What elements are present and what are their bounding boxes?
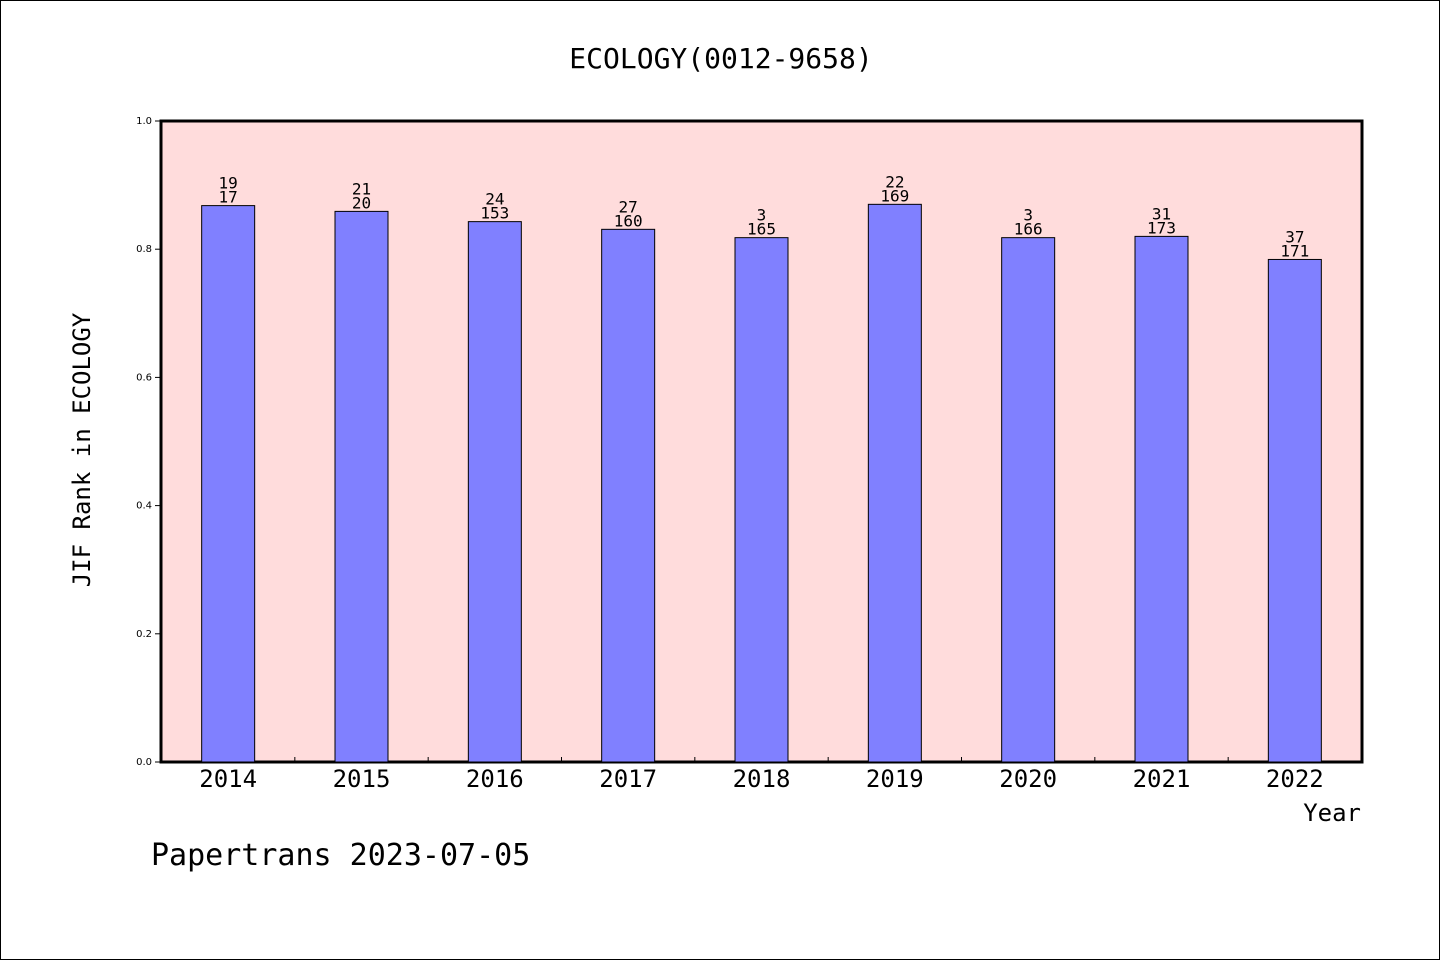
bar-label-top-2022: 37 bbox=[1285, 227, 1304, 246]
bar-2019 bbox=[867, 203, 922, 763]
x-tick-label-2019: 2019 bbox=[866, 765, 924, 793]
y-tick-label: 0.8 bbox=[136, 244, 152, 255]
bar-2016 bbox=[467, 221, 522, 763]
bar-label-bottom-2018: 165 bbox=[747, 220, 776, 239]
bar-label-bottom-2014: 17 bbox=[219, 188, 238, 207]
x-tick-label-2022: 2022 bbox=[1266, 765, 1324, 793]
x-tick-label-2018: 2018 bbox=[733, 765, 791, 793]
bar-label-top-2014: 19 bbox=[219, 174, 238, 193]
bar-label-bottom-2021: 173 bbox=[1147, 218, 1176, 237]
bar-label-top-2018: 3 bbox=[757, 206, 767, 225]
bar-label-bottom-2016: 153 bbox=[480, 204, 509, 223]
x-axis-ticks: 2014 2015 2016 2017 2018 2019 2020 2021 2022 bbox=[199, 757, 1324, 793]
bar-2021 bbox=[1134, 235, 1189, 763]
bar-2017 bbox=[601, 228, 656, 763]
bar-2018 bbox=[734, 237, 789, 763]
x-tick-label-2017: 2017 bbox=[599, 765, 657, 793]
bar-label-bottom-2019: 169 bbox=[880, 186, 909, 205]
bar-label-top-2015: 21 bbox=[352, 179, 371, 198]
x-tick-label-2021: 2021 bbox=[1133, 765, 1191, 793]
bar-2020 bbox=[1001, 237, 1056, 763]
bar-label-top-2020: 3 bbox=[1023, 206, 1033, 225]
y-axis-label: JIF Rank in ECOLOGY bbox=[68, 312, 96, 587]
bar-label-bottom-2020: 166 bbox=[1014, 220, 1043, 239]
y-tick-label: 0.6 bbox=[136, 372, 152, 383]
bar-label-top-2019: 22 bbox=[885, 172, 904, 191]
y-tick-label: 1.0 bbox=[136, 116, 152, 127]
bar-2015 bbox=[334, 210, 389, 763]
y-tick-label: 0.0 bbox=[136, 757, 152, 768]
x-tick-label-2016: 2016 bbox=[466, 765, 524, 793]
y-tick-label: 0.4 bbox=[136, 501, 152, 512]
x-tick-label-2020: 2020 bbox=[999, 765, 1057, 793]
x-tick-label-2014: 2014 bbox=[199, 765, 257, 793]
y-axis-ticks: 0.0 0.2 0.4 0.6 0.8 1.0 bbox=[136, 116, 161, 768]
bar-label-top-2016: 24 bbox=[485, 190, 504, 209]
x-axis-label: Year bbox=[1303, 799, 1361, 827]
bar-2022 bbox=[1267, 258, 1322, 763]
footer-credit: Papertrans 2023-07-05 bbox=[151, 838, 530, 873]
bar-label-top-2021: 31 bbox=[1152, 204, 1171, 223]
x-tick-label-2015: 2015 bbox=[333, 765, 391, 793]
y-tick-label: 0.2 bbox=[136, 629, 152, 640]
bar-label-bottom-2015: 20 bbox=[352, 193, 371, 212]
chart-title: ECOLOGY(0012-9658) bbox=[569, 42, 872, 75]
bar-label-bottom-2017: 160 bbox=[614, 211, 643, 230]
bar-label-top-2017: 27 bbox=[619, 197, 638, 216]
bar-2014 bbox=[201, 205, 256, 763]
bar-label-bottom-2022: 171 bbox=[1280, 241, 1309, 260]
